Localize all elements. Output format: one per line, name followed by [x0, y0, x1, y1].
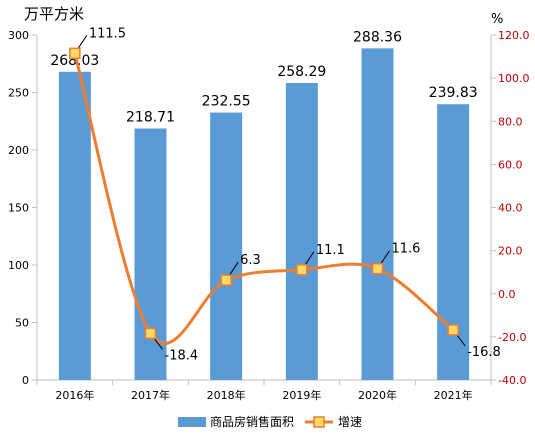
line-marker: [69, 47, 81, 60]
left-tick-label: 150: [8, 202, 29, 215]
x-tick-label: 2016年: [55, 388, 94, 402]
x-tick-label: 2021年: [434, 388, 473, 402]
line-data-label: -16.8: [467, 345, 501, 360]
line-marker: [220, 274, 232, 286]
left-axis-unit: 万平方米: [24, 5, 85, 23]
left-tick-label: 250: [8, 87, 29, 100]
x-tick-label: 2019年: [282, 388, 321, 402]
x-tick-label: 2018年: [207, 388, 246, 402]
left-tick-label: 0: [22, 374, 29, 387]
line-data-label: 6.3: [240, 253, 261, 268]
legend-swatch-marker: [313, 416, 325, 428]
right-tick-label: 40.0: [498, 202, 523, 215]
bar-data-label: 232.55: [202, 94, 251, 110]
line-marker: [144, 327, 157, 340]
legend-label-line: 增速: [338, 415, 362, 429]
bar-data-label: 268.03: [50, 53, 99, 69]
bar-data-label: 218.71: [126, 109, 175, 125]
bar-data-label: 239.83: [429, 85, 478, 101]
left-tick-label: 200: [8, 144, 29, 157]
left-tick-label: 50: [15, 317, 29, 330]
line-marker: [371, 262, 384, 275]
right-tick-label: 20.0: [498, 245, 523, 258]
x-tick-label: 2017年: [131, 388, 170, 402]
x-tick-label: 2020年: [358, 388, 397, 402]
line-data-label: 111.5: [89, 26, 126, 41]
right-tick-label: -40.0: [498, 374, 526, 387]
legend-label-bar: 商品房销售面积: [210, 414, 294, 429]
line-marker: [447, 324, 459, 336]
right-tick-label: 80.0: [498, 115, 523, 128]
right-axis-unit: %: [491, 12, 504, 27]
bar: [58, 71, 91, 380]
line-marker: [296, 264, 308, 276]
legend-swatch-bar: [178, 417, 206, 427]
bar: [210, 112, 243, 380]
left-tick-label: 100: [8, 259, 29, 272]
bar: [437, 104, 470, 381]
line-data-label: 11.6: [392, 242, 421, 257]
right-tick-label: -20.0: [498, 331, 526, 344]
right-tick-label: 0.0: [498, 288, 516, 301]
bar: [361, 48, 394, 381]
bar-data-label: 258.29: [277, 64, 326, 80]
right-tick-label: 120.0: [498, 29, 530, 42]
line-data-label: 11.1: [316, 243, 345, 258]
line-data-label: -18.4: [165, 348, 199, 363]
right-tick-label: 60.0: [498, 158, 523, 171]
left-tick-label: 300: [8, 29, 29, 42]
bar-data-label: 288.36: [353, 29, 402, 45]
right-tick-label: 100.0: [498, 72, 530, 85]
growth-line: [73, 52, 455, 345]
bar: [285, 82, 318, 381]
